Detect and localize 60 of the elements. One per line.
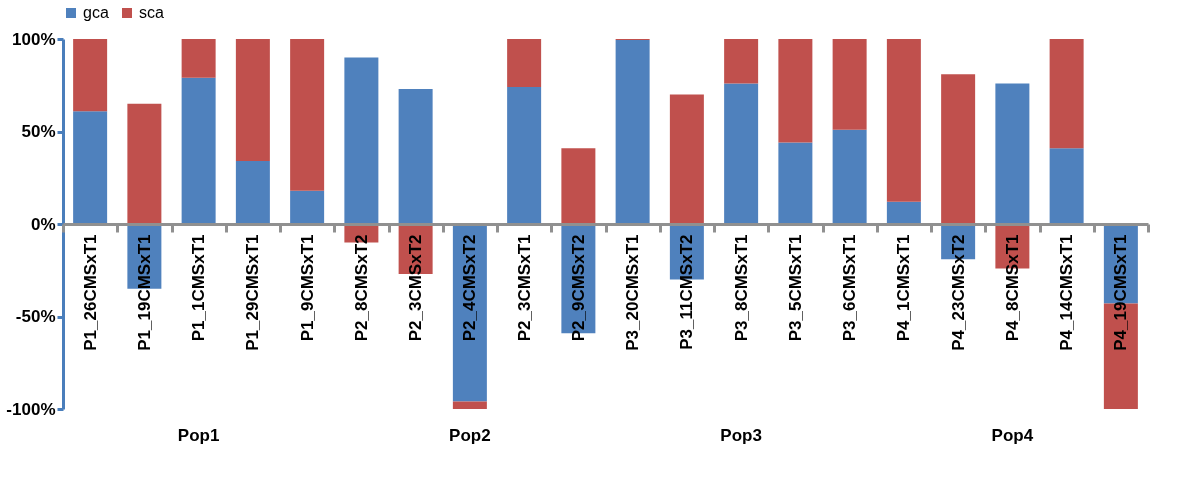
bar [778,39,813,143]
bar [669,94,704,224]
text: Pop3 [720,426,762,445]
bar [73,39,108,112]
bar [181,77,216,224]
bar [832,39,867,130]
bar [1049,39,1084,149]
bar [290,190,325,224]
bar [507,39,542,88]
x-tick-label: P2_9CMSxT2 [568,234,588,342]
y-tick-label: -50% [15,307,56,326]
bar [181,39,216,78]
bar [724,83,759,224]
x-tick-label: P2_3CMSxT2 [406,234,426,342]
text: Pop4 [991,426,1034,445]
bar [941,74,976,224]
legend-label: gca [83,4,109,21]
x-tick-label: P4_19CMSxT1 [1111,234,1131,351]
text: Pop2 [449,426,491,445]
x-tick-label: P4_14CMSxT1 [1057,234,1077,351]
legend-label: sca [139,4,164,21]
bar [778,142,813,224]
x-tick-label: P3_11CMSxT2 [677,234,697,350]
bar [127,103,162,224]
x-tick-label: P1_29CMSxT1 [243,234,263,351]
bar [507,87,542,224]
bar [886,201,921,224]
x-tick-label: P3_6CMSxT1 [840,234,860,342]
x-tick-label: P4_1CMSxT1 [894,234,914,342]
x-tick-label: P3_8CMSxT1 [731,234,751,342]
x-tick-label: P2_4CMSxT2 [460,234,480,342]
bar [73,111,108,224]
bar [561,148,596,224]
bar [398,88,433,224]
x-tick-label: P3_5CMSxT1 [785,234,805,342]
y-tick-label: 0% [30,214,56,234]
bar [235,161,270,224]
bar [615,39,650,224]
y-tick-label: 50% [21,122,56,141]
x-tick-label: P1_1CMSxT1 [189,234,209,342]
y-tick-label: -100% [6,399,56,419]
bar [886,39,921,202]
bar [452,401,487,409]
x-tick-label: P2_3CMSxT1 [514,234,534,342]
x-tick-label: P1_26CMSxT1 [80,234,100,351]
bar [235,39,270,162]
x-tick-label: P2_8CMSxT2 [351,234,371,342]
bar [1049,148,1084,224]
y-tick-label: 100% [12,29,56,49]
x-tick-label: P1_19CMSxT1 [134,234,154,351]
bar [995,83,1030,224]
bar [290,39,325,191]
x-tick-label: P4_8CMSxT1 [1002,234,1022,342]
text: Pop1 [177,426,220,445]
x-tick-label: P3_20CMSxT1 [623,234,643,351]
bar [724,39,759,84]
x-tick-label: P4_23CMSxT2 [948,234,968,351]
bar [344,57,379,224]
x-tick-label: P1_9CMSxT1 [297,234,317,342]
bar [832,129,867,224]
